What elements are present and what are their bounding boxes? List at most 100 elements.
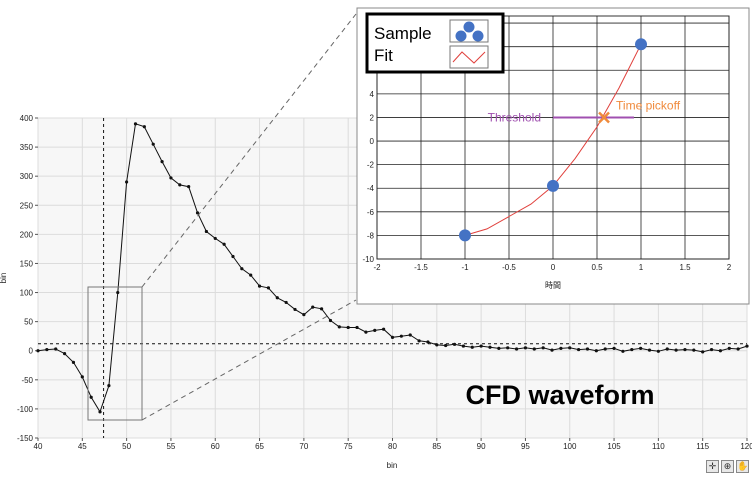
main-y-tick-label: 350 — [20, 143, 34, 152]
inset-x-tick-label: 1 — [639, 263, 644, 272]
zoom-icon[interactable]: ⊕ — [721, 460, 734, 473]
waveform-point — [169, 176, 173, 180]
legend-sample-label: Sample — [374, 24, 432, 43]
inset-y-tick-label: -4 — [367, 184, 375, 193]
legend-fit-swatch — [449, 45, 489, 69]
waveform-point — [257, 284, 262, 288]
inset-y-tick-label: -6 — [367, 208, 375, 217]
waveform-point — [612, 346, 616, 350]
main-y-tick-label: -50 — [21, 376, 33, 385]
pan-icon[interactable]: ✋ — [736, 460, 749, 473]
inset-x-tick-label: 1.5 — [679, 263, 691, 272]
waveform-point — [736, 347, 740, 351]
main-x-tick-label: 110 — [652, 442, 665, 451]
waveform-point — [346, 325, 350, 330]
waveform-points — [36, 122, 749, 414]
waveform-point — [559, 346, 563, 350]
main-y-tick-label: 250 — [20, 201, 34, 210]
sample-point — [635, 38, 647, 51]
waveform-point — [577, 347, 581, 352]
main-x-axis-title: bin — [387, 461, 398, 470]
waveform-point — [506, 346, 510, 350]
crosshair-icon[interactable]: ✛ — [706, 460, 719, 473]
waveform-point — [727, 346, 731, 350]
time-pickoff-marker — [598, 111, 610, 124]
waveform-point — [142, 125, 146, 129]
waveform-point — [408, 333, 412, 337]
waveform-point — [54, 347, 58, 351]
main-y-ticks: -150 -100 -50 0 50 100 150 200 250 300 350 400 — [17, 114, 38, 443]
inset-x-axis-title: 時間 — [545, 281, 561, 290]
waveform-point — [337, 325, 341, 329]
main-x-tick-label: 70 — [299, 442, 308, 451]
time-pickoff-label: Time pickoff — [616, 98, 681, 112]
zoom-box — [87, 286, 143, 421]
main-y-tick-label: 150 — [20, 259, 34, 268]
waveform-point — [417, 339, 421, 343]
waveform-point — [435, 343, 439, 347]
inset-chart: -2 -1.5 -1 -0.5 0 0.5 1 1.5 2 -10 -8 -6 -4 -2 0 2 4 Thr… — [356, 7, 750, 305]
waveform-point — [709, 347, 714, 352]
waveform-point — [523, 346, 528, 350]
waveform-point — [479, 344, 483, 348]
waveform-point — [665, 347, 669, 351]
main-x-tick-label: 55 — [166, 442, 175, 451]
waveform-point — [426, 340, 430, 344]
inset-y-tick-label: -10 — [362, 255, 374, 264]
sample-point — [547, 179, 559, 192]
waveform-point — [444, 343, 448, 348]
waveform-point — [187, 185, 191, 189]
waveform-point — [568, 346, 572, 350]
main-y-tick-label: 100 — [20, 289, 34, 298]
main-x-ticks: 40 45 50 55 60 65 70 75 80 85 90 95 100 105 110 115 120 — [34, 438, 752, 451]
main-x-tick-label: 65 — [255, 442, 264, 451]
waveform-point — [647, 348, 652, 352]
waveform-point — [195, 211, 200, 215]
inset-x-tick-label: 0.5 — [591, 263, 603, 272]
inset-y-tick-label: 4 — [370, 90, 375, 99]
legend-fit-line — [452, 51, 486, 64]
main-x-tick-label: 50 — [122, 442, 131, 451]
sample-points — [459, 38, 647, 242]
zoom-connector-top — [141, 13, 357, 288]
inset-x-tick-label: 2 — [727, 263, 732, 272]
main-y-tick-label: 300 — [20, 172, 34, 181]
main-y-tick-label: -100 — [17, 405, 34, 414]
main-x-tick-label: 40 — [34, 442, 43, 451]
legend-fit-label: Fit — [374, 46, 393, 65]
main-y-tick-label: 0 — [29, 347, 34, 356]
waveform-point — [585, 347, 590, 351]
main-y-tick-label: 400 — [20, 114, 34, 123]
waveform-point — [213, 236, 217, 241]
waveform-point — [497, 346, 501, 350]
waveform-point — [204, 229, 208, 234]
main-x-tick-label: 60 — [211, 442, 220, 451]
waveform-point — [621, 349, 625, 353]
waveform-point — [745, 344, 749, 348]
main-x-tick-label: 75 — [344, 442, 353, 451]
main-x-tick-label: 45 — [78, 442, 87, 451]
waveform-point — [302, 313, 306, 317]
waveform-point — [36, 349, 40, 353]
waveform-point — [62, 352, 67, 356]
legend-sample-dot — [463, 21, 475, 33]
waveform-point — [603, 347, 607, 351]
waveform-point — [133, 122, 138, 126]
waveform-point — [674, 348, 678, 352]
waveform-point — [178, 183, 182, 187]
waveform-point — [701, 350, 705, 354]
main-y-axis-title: bin — [0, 273, 8, 284]
cfd-waveform-label: CFD waveform — [465, 380, 654, 410]
waveform-point — [683, 347, 687, 352]
main-x-tick-label: 120 — [740, 442, 752, 451]
waveform-point — [382, 327, 386, 331]
inset-legend: Sample Fit — [365, 12, 505, 74]
main-y-tick-label: 200 — [20, 230, 34, 239]
legend-sample-dot — [455, 30, 467, 42]
waveform-point — [452, 342, 457, 346]
waveform-point — [311, 305, 315, 309]
waveform-point — [89, 395, 93, 399]
inset-y-tick-label: 0 — [370, 137, 375, 146]
waveform-point — [151, 142, 155, 146]
sample-point — [459, 229, 471, 242]
